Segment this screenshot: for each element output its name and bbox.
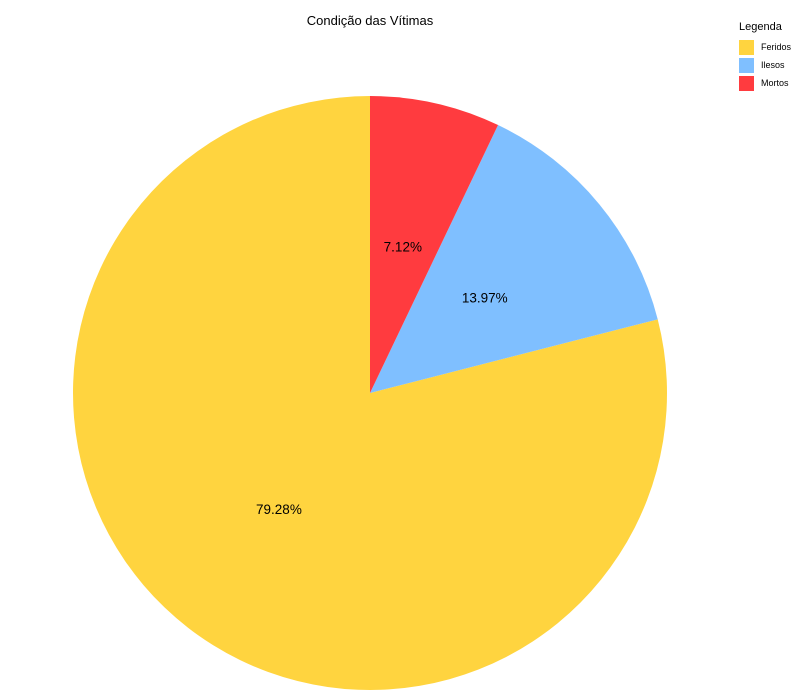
pie-slice-mortos (370, 96, 499, 393)
chart-title: Condição das Vítimas (306, 13, 434, 28)
legend-swatch-feridos (739, 39, 754, 55)
legend-swatch-ilesos (739, 57, 754, 73)
legend-item-mortos: Mortos (739, 74, 797, 92)
legend: Legenda Feridos Ilesos Mortos (739, 20, 797, 92)
legend-label-ilesos: Ilesos (761, 60, 785, 70)
slice-label-ilesos: 13.97% (462, 290, 508, 305)
legend-item-ilesos: Ilesos (739, 56, 797, 74)
slice-label-feridos: 79.28% (256, 502, 302, 517)
pie-slice-ilesos (370, 125, 658, 394)
pie-slice-feridos (73, 96, 668, 690)
legend-item-feridos: Feridos (739, 38, 797, 56)
slice-label-mortos: 7.12% (384, 240, 422, 255)
legend-title: Legenda (739, 21, 782, 33)
legend-label-mortos: Mortos (761, 78, 789, 88)
legend-swatch-mortos (739, 75, 754, 91)
legend-label-feridos: Feridos (761, 42, 792, 52)
pie-chart: 79.28% 13.97% 7.12% (73, 96, 668, 690)
